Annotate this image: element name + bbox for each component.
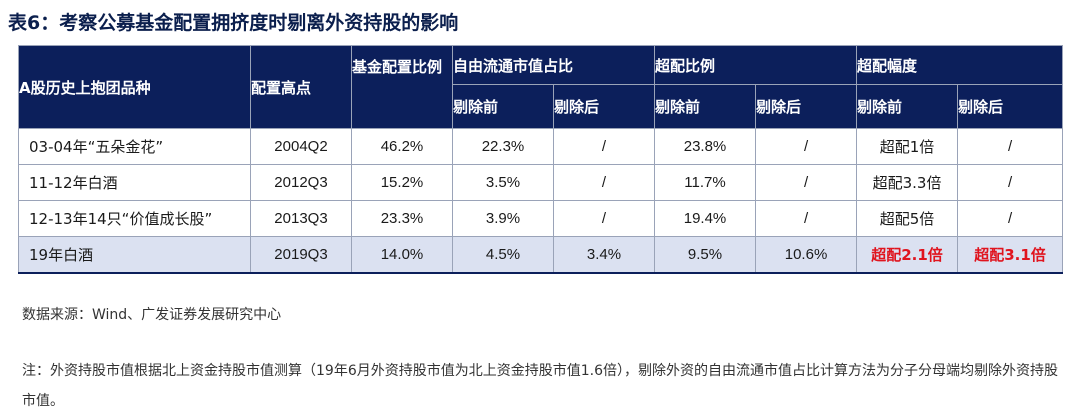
cell-mag-after: / [957, 200, 1064, 237]
cell-alloc: 23.3% [351, 200, 453, 237]
header-mag-after: 剔除后 [957, 84, 1064, 129]
header-group-over: 超配比例 [654, 45, 858, 85]
cell-float-after: / [552, 200, 656, 237]
footnote: 注：外资持股市值根据北上资金持股市值测算（19年6月外资持股市值为北上资金持股市… [22, 363, 1058, 409]
header-group-float: 自由流通市值占比 [451, 45, 656, 85]
cell-mag-before: 超配3.3倍 [856, 164, 959, 201]
cell-peak: 2004Q2 [250, 128, 352, 165]
cell-mag-after: 超配3.1倍 [957, 236, 1064, 274]
table-title: 表6：考察公募基金配置拥挤度时剔离外资持股的影响 [8, 12, 459, 34]
cell-float-before: 22.3% [452, 128, 554, 165]
cell-over-after: 10.6% [755, 236, 858, 274]
cell-over-before: 9.5% [654, 236, 757, 274]
header-mag-before: 剔除前 [856, 84, 959, 129]
cell-over-after: / [755, 164, 858, 201]
cell-peak: 2012Q3 [250, 164, 352, 201]
cell-name: 12-13年14只“价值成长股” [18, 200, 251, 237]
table-row: 11-12年白酒 2012Q3 15.2% 3.5% / 11.7% / 超配3… [18, 164, 1064, 201]
cell-alloc: 14.0% [351, 236, 453, 274]
cell-float-before: 3.5% [452, 164, 554, 201]
header-over-before: 剔除前 [654, 84, 757, 129]
cell-over-before: 11.7% [654, 164, 757, 201]
header-over-after: 剔除后 [755, 84, 858, 129]
cell-over-after: / [755, 128, 858, 165]
cell-alloc: 46.2% [351, 128, 453, 165]
header-float-after: 剔除后 [552, 84, 656, 129]
header-alloc: 基金配置比例 [351, 45, 453, 129]
cell-float-before: 3.9% [452, 200, 554, 237]
header-peak: 配置高点 [250, 45, 352, 129]
data-table: A股历史上抱团品种 配置高点 基金配置比例 自由流通市值占比 超配比例 超配幅度… [18, 45, 1064, 274]
header-variety: A股历史上抱团品种 [18, 45, 251, 129]
data-source: 数据来源：Wind、广发证券发展研究中心 [22, 307, 282, 323]
table-row-highlight: 19年白酒 2019Q3 14.0% 4.5% 3.4% 9.5% 10.6% … [18, 236, 1064, 274]
cell-float-after: / [552, 128, 656, 165]
cell-float-before: 4.5% [452, 236, 554, 274]
cell-over-after: / [755, 200, 858, 237]
cell-mag-before: 超配1倍 [856, 128, 959, 165]
cell-name: 19年白酒 [18, 236, 251, 274]
cell-float-after: / [552, 164, 656, 201]
table-row: 03-04年“五朵金花” 2004Q2 46.2% 22.3% / 23.8% … [18, 128, 1064, 165]
cell-over-before: 23.8% [654, 128, 757, 165]
cell-float-after: 3.4% [552, 236, 656, 274]
cell-peak: 2013Q3 [250, 200, 352, 237]
header-group-mag: 超配幅度 [856, 45, 1064, 85]
cell-name: 11-12年白酒 [18, 164, 251, 201]
cell-mag-after: / [957, 128, 1064, 165]
cell-mag-before: 超配2.1倍 [856, 236, 959, 274]
cell-mag-after: / [957, 164, 1064, 201]
cell-alloc: 15.2% [351, 164, 453, 201]
cell-mag-before: 超配5倍 [856, 200, 959, 237]
table-row: 12-13年14只“价值成长股” 2013Q3 23.3% 3.9% / 19.… [18, 200, 1064, 237]
cell-name: 03-04年“五朵金花” [18, 128, 251, 165]
cell-peak: 2019Q3 [250, 236, 352, 274]
header-float-before: 剔除前 [452, 84, 554, 129]
cell-over-before: 19.4% [654, 200, 757, 237]
